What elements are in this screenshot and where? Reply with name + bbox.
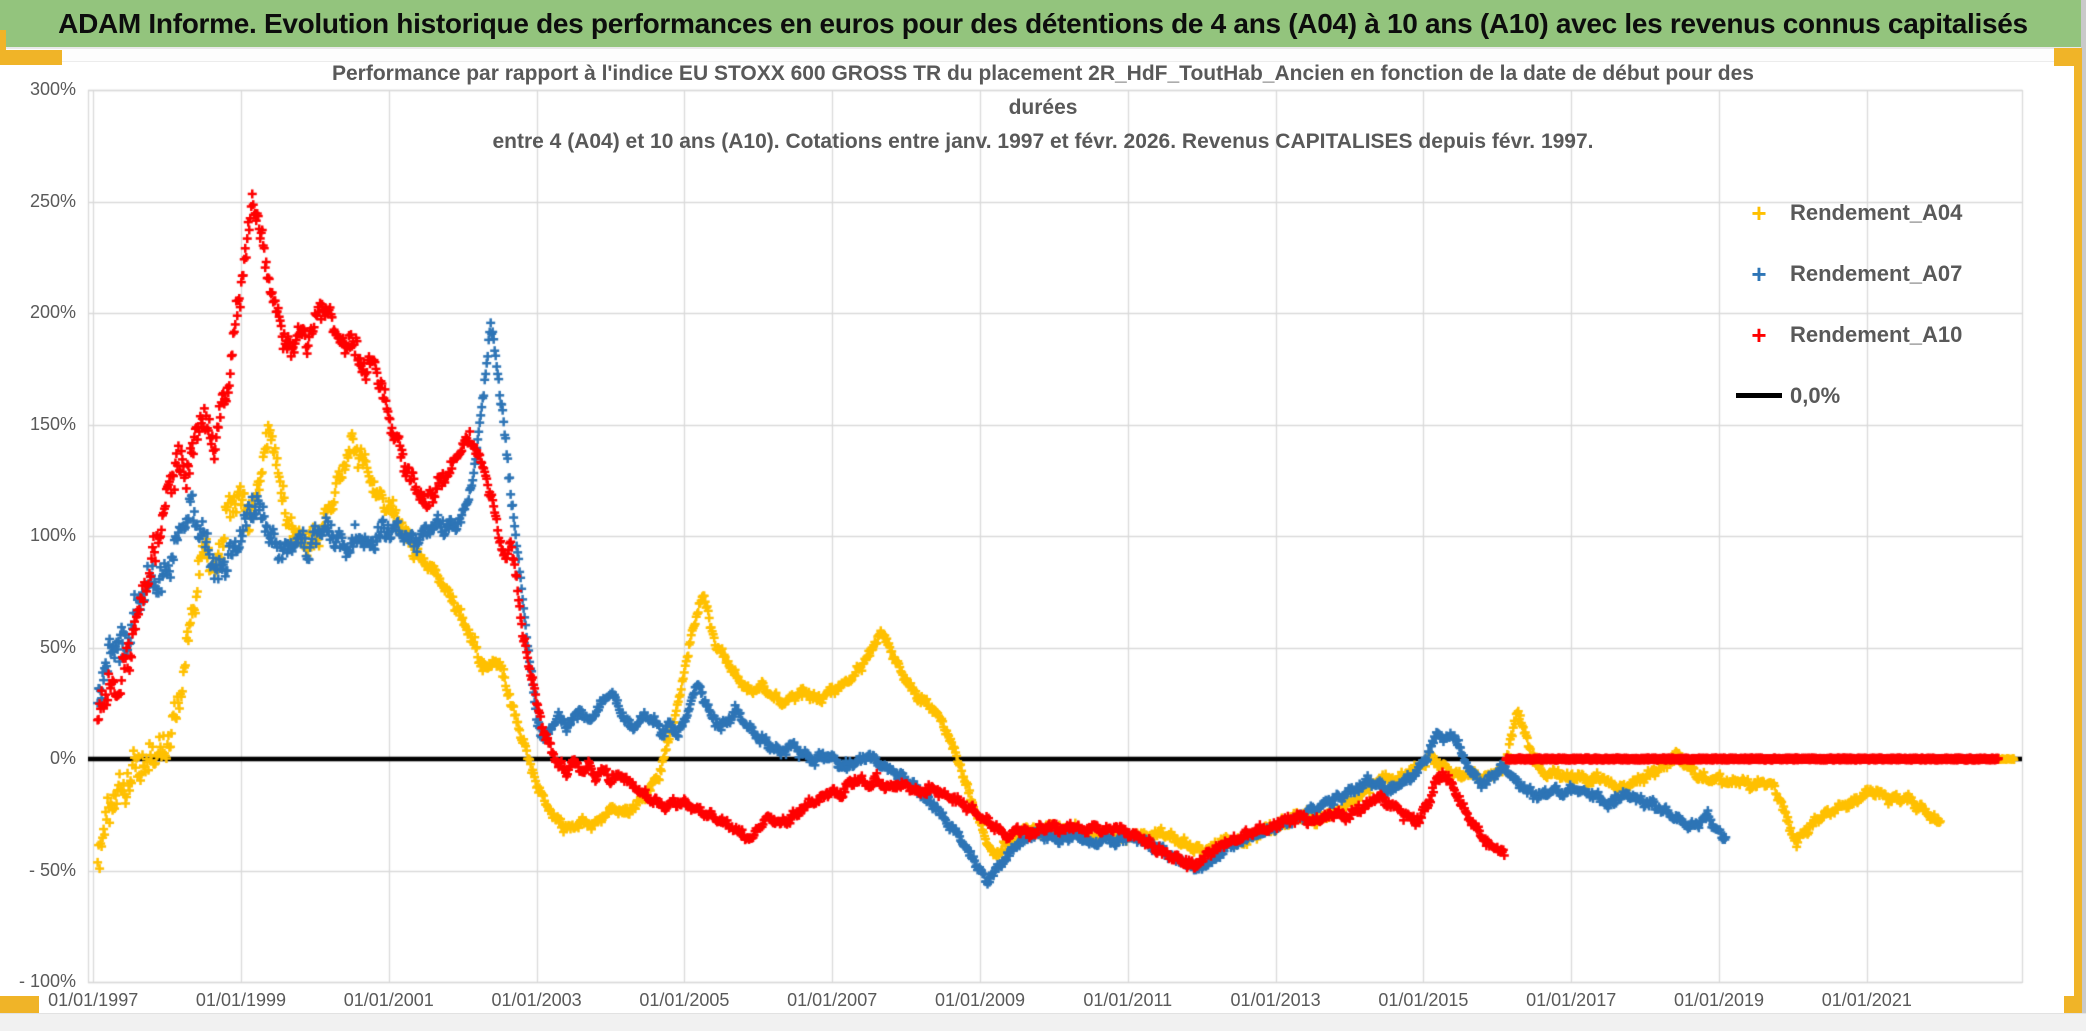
x-tick-label: 01/01/2001 <box>343 990 434 1010</box>
y-tick-label: - 100% <box>18 971 76 991</box>
legend-item-rendement-a07: + Rendement_A07 <box>1736 243 2066 304</box>
y-tick-label: 100% <box>29 525 76 545</box>
y-tick-label: 150% <box>29 413 76 434</box>
legend-label: Rendement_A10 <box>1790 321 1963 347</box>
legend-item-rendement-a04: + Rendement_A04 <box>1736 182 2066 243</box>
legend-label: Rendement_A07 <box>1790 260 1963 286</box>
x-tick-label: 01/01/2005 <box>639 990 730 1010</box>
y-tick-label: 250% <box>29 190 76 211</box>
y-tick-label: 0% <box>49 748 76 768</box>
x-tick-label: 01/01/2003 <box>491 990 582 1010</box>
bottom-scrollbar[interactable] <box>0 1013 2086 1031</box>
legend-label: 0,0% <box>1790 382 1841 408</box>
x-tick-label: 01/01/2021 <box>1821 990 1912 1010</box>
x-tick-label: 01/01/2019 <box>1673 990 1765 1010</box>
x-tick-label: 01/01/2011 <box>1083 990 1173 1010</box>
x-tick-label: 01/01/2013 <box>1230 990 1321 1010</box>
y-tick-label: 200% <box>29 302 76 322</box>
legend-plus-icon: + <box>1751 197 1767 228</box>
chart-legend: + Rendement_A04 + Rendement_A07 + Rendement_A… <box>1736 182 2066 426</box>
x-tick-label: 01/01/2009 <box>934 990 1026 1010</box>
chart-title: Performance par rapport à l'indice EU ST… <box>143 57 1943 159</box>
y-tick-label: 50% <box>39 636 76 657</box>
chart-title-line-2: durées <box>1008 96 1078 119</box>
chart-title-line-3: entre 4 (A04) et 10 ans (A10). Cotations… <box>492 130 1594 153</box>
y-tick-label: 300% <box>29 79 76 99</box>
x-tick-label: 01/01/2007 <box>787 990 878 1010</box>
x-tick-label: 01/01/1999 <box>195 990 287 1010</box>
legend-label: Rendement_A04 <box>1790 199 1963 225</box>
legend-plus-icon: + <box>1751 319 1767 350</box>
legend-line-icon <box>1736 393 1782 398</box>
x-tick-label: 01/01/2015 <box>1378 990 1469 1010</box>
legend-plus-icon: + <box>1751 258 1767 289</box>
x-tick-label: 01/01/2017 <box>1526 990 1617 1010</box>
x-tick-label: 01/01/1997 <box>48 990 139 1010</box>
chart-title-line-1: Performance par rapport à l'indice EU ST… <box>332 62 1754 85</box>
legend-item-0-0-: 0,0% <box>1736 365 2066 426</box>
y-tick-label: - 50% <box>28 859 76 880</box>
legend-item-rendement-a10: + Rendement_A10 <box>1736 304 2066 365</box>
